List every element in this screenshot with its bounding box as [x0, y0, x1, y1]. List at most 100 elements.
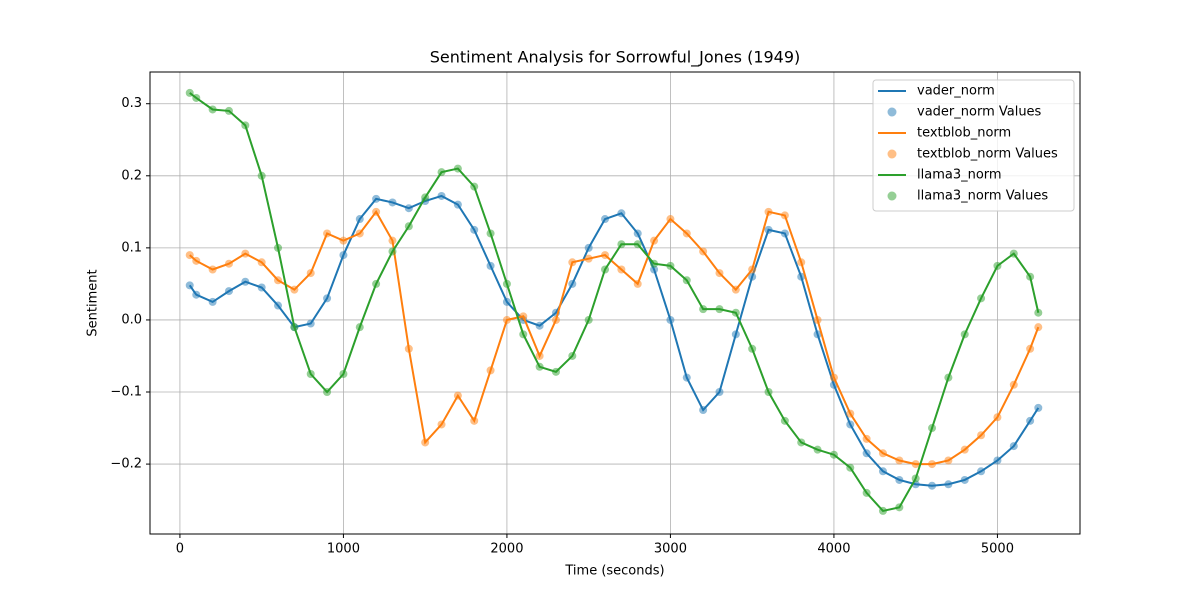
data-point	[878, 506, 887, 515]
data-point	[290, 285, 299, 294]
data-point	[274, 276, 283, 285]
y-tick-label: −0.2	[110, 457, 142, 472]
data-point	[846, 463, 855, 472]
data-point	[633, 279, 642, 288]
y-tick-label: 0.1	[121, 240, 142, 255]
data-point	[502, 297, 511, 306]
data-point	[764, 225, 773, 234]
data-point	[470, 225, 479, 234]
data-point	[797, 272, 806, 281]
data-point	[208, 297, 217, 306]
data-point	[257, 171, 266, 180]
data-point	[568, 258, 577, 267]
legend-label: llama3_norm	[917, 168, 1002, 183]
data-point	[551, 367, 560, 376]
legend-label: llama3_norm Values	[917, 189, 1048, 204]
data-point	[780, 416, 789, 425]
data-point	[699, 305, 708, 314]
data-point	[355, 229, 364, 238]
data-point	[404, 204, 413, 213]
data-point	[699, 247, 708, 256]
data-point	[944, 373, 953, 382]
data-point	[224, 106, 233, 115]
data-point	[241, 277, 250, 286]
legend-swatch	[887, 107, 897, 117]
x-tick-label: 3000	[654, 542, 687, 557]
data-point	[928, 481, 937, 490]
legend-swatch	[887, 149, 897, 159]
data-point	[617, 265, 626, 274]
data-point	[928, 460, 937, 469]
data-point	[601, 215, 610, 224]
legend-label: textblob_norm Values	[917, 147, 1058, 162]
data-point	[502, 315, 511, 324]
data-point	[862, 434, 871, 443]
data-point	[1026, 416, 1035, 425]
x-tick-label: 4000	[817, 542, 850, 557]
data-point	[1009, 380, 1018, 389]
data-point	[535, 351, 544, 360]
data-point	[486, 366, 495, 375]
data-point	[453, 391, 462, 400]
data-point	[323, 388, 332, 397]
data-point	[797, 258, 806, 267]
data-point	[878, 467, 887, 476]
data-point	[699, 406, 708, 415]
data-point	[388, 198, 397, 207]
data-point	[846, 420, 855, 429]
data-point	[813, 315, 822, 324]
data-point	[584, 243, 593, 252]
legend-swatch	[887, 191, 897, 201]
data-point	[617, 240, 626, 249]
data-point	[977, 294, 986, 303]
data-point	[437, 168, 446, 177]
data-point	[928, 424, 937, 433]
data-point	[404, 344, 413, 353]
data-point	[911, 474, 920, 483]
y-tick-label: 0.3	[121, 96, 142, 111]
data-point	[862, 449, 871, 458]
data-point	[960, 445, 969, 454]
data-point	[323, 294, 332, 303]
data-point	[1026, 344, 1035, 353]
data-point	[715, 305, 724, 314]
data-point	[306, 369, 315, 378]
data-point	[453, 164, 462, 173]
data-point	[388, 236, 397, 245]
y-tick-label: 0.2	[121, 168, 142, 183]
data-point	[388, 247, 397, 256]
data-point	[470, 182, 479, 191]
data-point	[682, 229, 691, 238]
data-point	[323, 229, 332, 238]
data-point	[895, 456, 904, 465]
data-point	[715, 388, 724, 397]
series-line	[189, 92, 1040, 513]
data-point	[748, 272, 757, 281]
data-point	[339, 236, 348, 245]
data-point	[257, 258, 266, 267]
data-point	[911, 460, 920, 469]
data-point	[519, 330, 528, 339]
data-point	[633, 229, 642, 238]
data-point	[633, 240, 642, 249]
legend-box	[872, 79, 1075, 212]
data-point	[666, 261, 675, 270]
data-point	[224, 287, 233, 296]
legend: vader_norm vader_norm Values textblob_norm…	[872, 79, 1075, 212]
y-tick-label: 0.0	[121, 312, 142, 327]
data-point	[185, 281, 194, 290]
data-point	[584, 254, 593, 263]
data-point	[1034, 323, 1043, 332]
data-point	[306, 269, 315, 278]
y-axis-label: Sentiment	[86, 269, 101, 336]
data-point	[731, 330, 740, 339]
data-point	[878, 449, 887, 458]
data-point	[977, 431, 986, 440]
data-point	[764, 207, 773, 216]
data-point	[780, 229, 789, 238]
data-point	[829, 373, 838, 382]
data-point	[290, 323, 299, 332]
data-point	[502, 279, 511, 288]
data-point	[813, 445, 822, 454]
data-point	[453, 200, 462, 209]
